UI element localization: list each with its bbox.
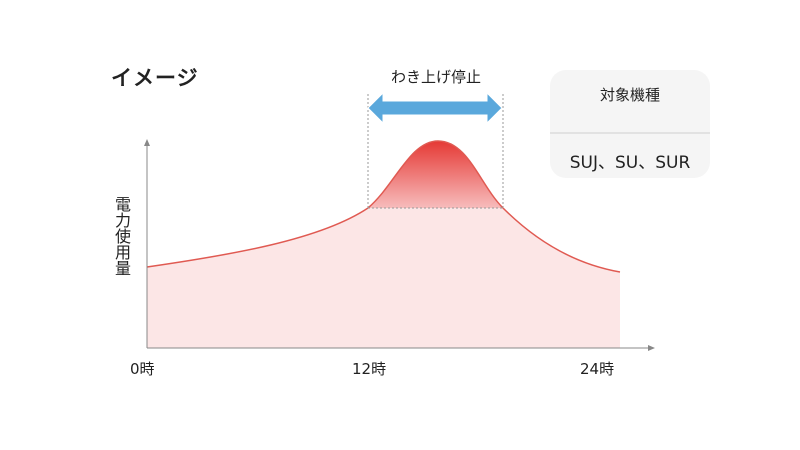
x-axis-arrow-icon <box>648 345 655 351</box>
peak-area <box>368 141 503 208</box>
usage-curve <box>146 140 621 273</box>
target-models-header: 対象機種 <box>599 86 660 104</box>
x-tick-0: 0時 <box>130 360 155 378</box>
stop-heating-label: わき上げ停止 <box>390 68 481 86</box>
diagram-title: イメージ <box>111 66 199 90</box>
x-tick-12: 12時 <box>352 360 387 378</box>
divider <box>550 132 710 134</box>
double-arrow-icon <box>367 91 503 125</box>
y-axis-arrow-icon <box>144 139 150 146</box>
target-models-value: SUJ、SU、SUR <box>569 153 691 173</box>
usage-area <box>147 208 620 348</box>
target-models-box: 対象機種 SUJ、SU、SUR <box>550 70 710 178</box>
x-tick-24: 24時 <box>580 360 615 378</box>
y-axis-label: 電力使用量 <box>112 196 131 276</box>
